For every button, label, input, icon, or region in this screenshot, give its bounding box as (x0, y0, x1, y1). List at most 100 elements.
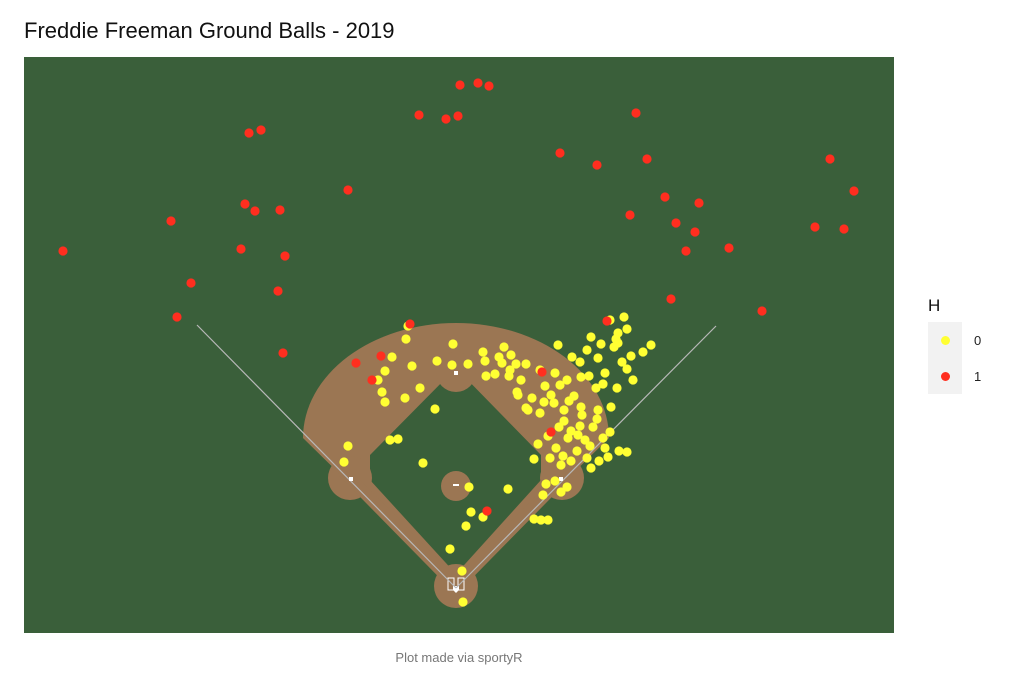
legend-title: H (928, 296, 941, 315)
batted-ball-point (622, 324, 632, 334)
batted-ball-point (516, 375, 526, 385)
batted-ball-point (586, 332, 596, 342)
batted-ball-point (666, 294, 676, 304)
batted-ball-point (839, 224, 849, 234)
batted-ball-point (588, 422, 598, 432)
batted-ball-point (256, 125, 266, 135)
batted-ball-point (555, 148, 565, 158)
batted-ball-point (543, 515, 553, 525)
batted-ball-point (593, 353, 603, 363)
batted-ball-point (576, 372, 586, 382)
batted-ball-point (407, 361, 417, 371)
batted-ball-point (432, 356, 442, 366)
batted-ball-point (554, 422, 564, 432)
batted-ball-point (550, 368, 560, 378)
batted-ball-point (694, 198, 704, 208)
batted-ball-point (573, 430, 583, 440)
batted-ball-point (387, 352, 397, 362)
batted-ball-point (529, 454, 539, 464)
batted-ball-point (625, 210, 635, 220)
batted-ball-point (724, 243, 734, 253)
batted-ball-point (582, 453, 592, 463)
batted-ball-point (351, 358, 361, 368)
batted-ball-point (533, 439, 543, 449)
plot-caption: Plot made via sportyR (395, 650, 523, 665)
batted-ball-point (464, 482, 474, 492)
batted-ball-point (541, 479, 551, 489)
batted-ball-point (538, 490, 548, 500)
batted-ball-point (540, 381, 550, 391)
batted-ball-point (549, 398, 559, 408)
batted-ball-point (638, 347, 648, 357)
batted-ball-point (480, 356, 490, 366)
batted-ball-point (550, 476, 560, 486)
batted-ball-point (612, 383, 622, 393)
batted-ball-point (521, 359, 531, 369)
batted-ball-point (236, 244, 246, 254)
batted-ball-point (596, 339, 606, 349)
batted-ball-point (445, 544, 455, 554)
right-batters-box (457, 577, 465, 591)
batted-ball-point (537, 367, 547, 377)
batted-ball-point (546, 390, 556, 400)
legend-key-0 (928, 322, 962, 358)
batted-ball-point (576, 402, 586, 412)
batted-ball-point (535, 408, 545, 418)
batted-ball-point (593, 405, 603, 415)
batted-ball-point (529, 514, 539, 524)
batted-ball-point (457, 566, 467, 576)
batted-ball-point (606, 402, 616, 412)
batted-ball-point (401, 334, 411, 344)
batted-ball-point (415, 383, 425, 393)
legend-swatch-0 (940, 335, 950, 345)
batted-ball-point (602, 316, 612, 326)
batted-ball-point (545, 453, 555, 463)
batted-ball-point (567, 352, 577, 362)
batted-ball-point (58, 246, 68, 256)
batted-ball-point (380, 366, 390, 376)
batted-ball-point (240, 199, 250, 209)
batted-ball-point (603, 452, 613, 462)
batted-ball-point (646, 340, 656, 350)
batted-ball-point (660, 192, 670, 202)
batted-ball-point (584, 371, 594, 381)
batted-ball-point (244, 128, 254, 138)
batted-ball-point (172, 312, 182, 322)
batted-ball-point (849, 186, 859, 196)
batted-ball-point (380, 397, 390, 407)
batted-ball-point (611, 334, 621, 344)
batted-ball-point (626, 351, 636, 361)
batted-ball-point (690, 227, 700, 237)
batted-ball-point (642, 154, 652, 164)
batted-ball-point (586, 463, 596, 473)
batted-ball-point (619, 312, 629, 322)
batted-ball-point (463, 359, 473, 369)
batted-ball-point (757, 306, 767, 316)
batted-ball-point (280, 251, 290, 261)
legend: H 0 1 (928, 296, 981, 394)
batted-ball-point (473, 78, 483, 88)
batted-ball-point (617, 357, 627, 367)
base-paths (337, 465, 575, 591)
second-base (454, 371, 458, 375)
batted-ball-point (631, 108, 641, 118)
batted-ball-point (405, 319, 415, 329)
legend-entry-0: 0 (928, 322, 981, 358)
batted-ball-point (546, 427, 556, 437)
batted-ball-point (622, 447, 632, 457)
batted-ball-point (377, 387, 387, 397)
batted-ball-point (681, 246, 691, 256)
batted-ball-point (539, 397, 549, 407)
batted-ball-point (582, 345, 592, 355)
batted-ball-point (825, 154, 835, 164)
batted-ball-point (484, 81, 494, 91)
batted-ball-point (592, 160, 602, 170)
first-base (559, 477, 563, 481)
batted-ball-point (598, 379, 608, 389)
batted-ball-point (810, 222, 820, 232)
batted-ball-point (447, 360, 457, 370)
batted-ball-point (458, 597, 468, 607)
batted-ball-point (511, 359, 521, 369)
batted-ball-point (478, 347, 488, 357)
